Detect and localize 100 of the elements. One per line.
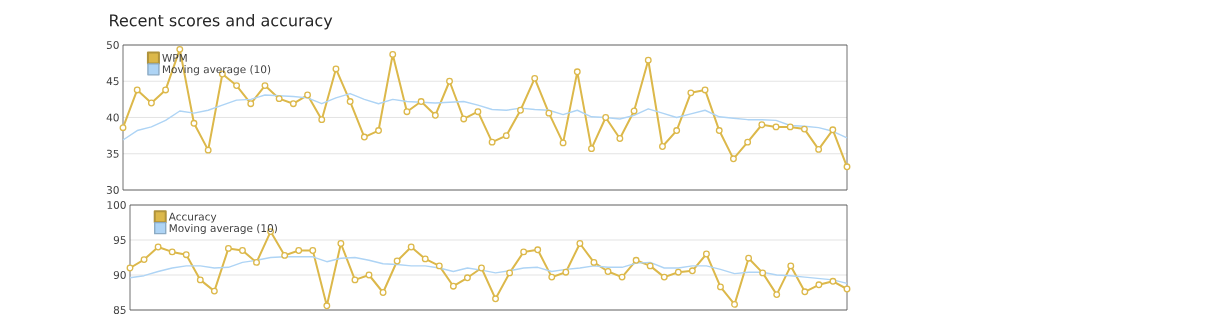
point [435, 262, 443, 270]
point [630, 107, 638, 115]
point [449, 282, 457, 290]
point [759, 269, 767, 277]
point [417, 98, 425, 105]
point [309, 247, 317, 254]
point [253, 258, 260, 266]
y-tick-label: 95 [113, 236, 126, 244]
point [800, 125, 808, 133]
point [588, 145, 595, 153]
point [545, 109, 553, 117]
point [304, 91, 312, 99]
point [190, 119, 198, 127]
point [140, 256, 148, 264]
point [701, 86, 709, 94]
point [715, 127, 723, 134]
point [133, 86, 141, 94]
point [261, 82, 269, 90]
point [119, 124, 127, 132]
point [463, 274, 471, 282]
point [460, 115, 468, 123]
point [196, 276, 204, 284]
point [488, 138, 496, 146]
y-tick-label: 100 [107, 201, 126, 209]
point [772, 123, 780, 131]
point [446, 77, 453, 85]
point [346, 98, 354, 105]
point [431, 111, 439, 119]
point [534, 246, 542, 254]
point [407, 243, 415, 251]
point [829, 277, 837, 285]
point [351, 276, 359, 284]
point [323, 302, 331, 310]
point [632, 256, 640, 264]
point [773, 291, 781, 299]
point [688, 267, 696, 275]
point [729, 155, 737, 163]
point [126, 264, 134, 272]
point [717, 283, 724, 291]
point [559, 139, 567, 147]
point [281, 251, 289, 259]
point [224, 244, 232, 252]
point [492, 295, 499, 303]
point [375, 127, 382, 134]
line-series [122, 92, 848, 141]
point [731, 300, 738, 308]
point [531, 74, 539, 82]
point [646, 262, 654, 270]
point [176, 45, 184, 53]
y-tick-label: 85 [113, 306, 126, 314]
point [239, 247, 246, 254]
point [389, 50, 397, 58]
legend-label: Accuracy [168, 212, 217, 223]
point [403, 108, 411, 116]
y-tick-label: 90 [113, 271, 126, 279]
y-tick-label: 40 [106, 113, 119, 122]
point [162, 86, 170, 94]
point [602, 114, 610, 121]
y-tick-label: 30 [106, 186, 119, 194]
point [687, 89, 695, 97]
point [801, 288, 809, 296]
point [379, 289, 387, 296]
point [204, 146, 212, 154]
point [360, 133, 368, 141]
point [758, 121, 766, 129]
point [506, 269, 514, 277]
point [815, 281, 823, 289]
point [573, 68, 581, 76]
point [576, 240, 584, 247]
point [474, 108, 482, 116]
point [337, 240, 345, 247]
point [548, 273, 556, 281]
point [616, 135, 624, 142]
point [318, 116, 326, 124]
point [829, 126, 837, 134]
point [815, 145, 823, 153]
point [590, 258, 598, 266]
point [660, 273, 668, 281]
point [502, 132, 510, 140]
point [421, 255, 429, 263]
point [786, 123, 794, 131]
point [154, 243, 162, 251]
point [393, 257, 401, 265]
point [674, 268, 682, 276]
point [332, 65, 340, 73]
point [659, 143, 666, 150]
point [275, 95, 283, 103]
point [618, 273, 626, 281]
point [295, 247, 303, 254]
point [233, 82, 241, 90]
point [478, 264, 485, 272]
legend-label: Moving average (10) [169, 223, 277, 235]
y-tick-label: 50 [106, 41, 119, 49]
point [517, 106, 524, 114]
point [365, 271, 373, 279]
point [289, 100, 297, 108]
point [182, 251, 190, 259]
point [210, 287, 218, 295]
point [247, 100, 255, 108]
point [673, 127, 681, 134]
